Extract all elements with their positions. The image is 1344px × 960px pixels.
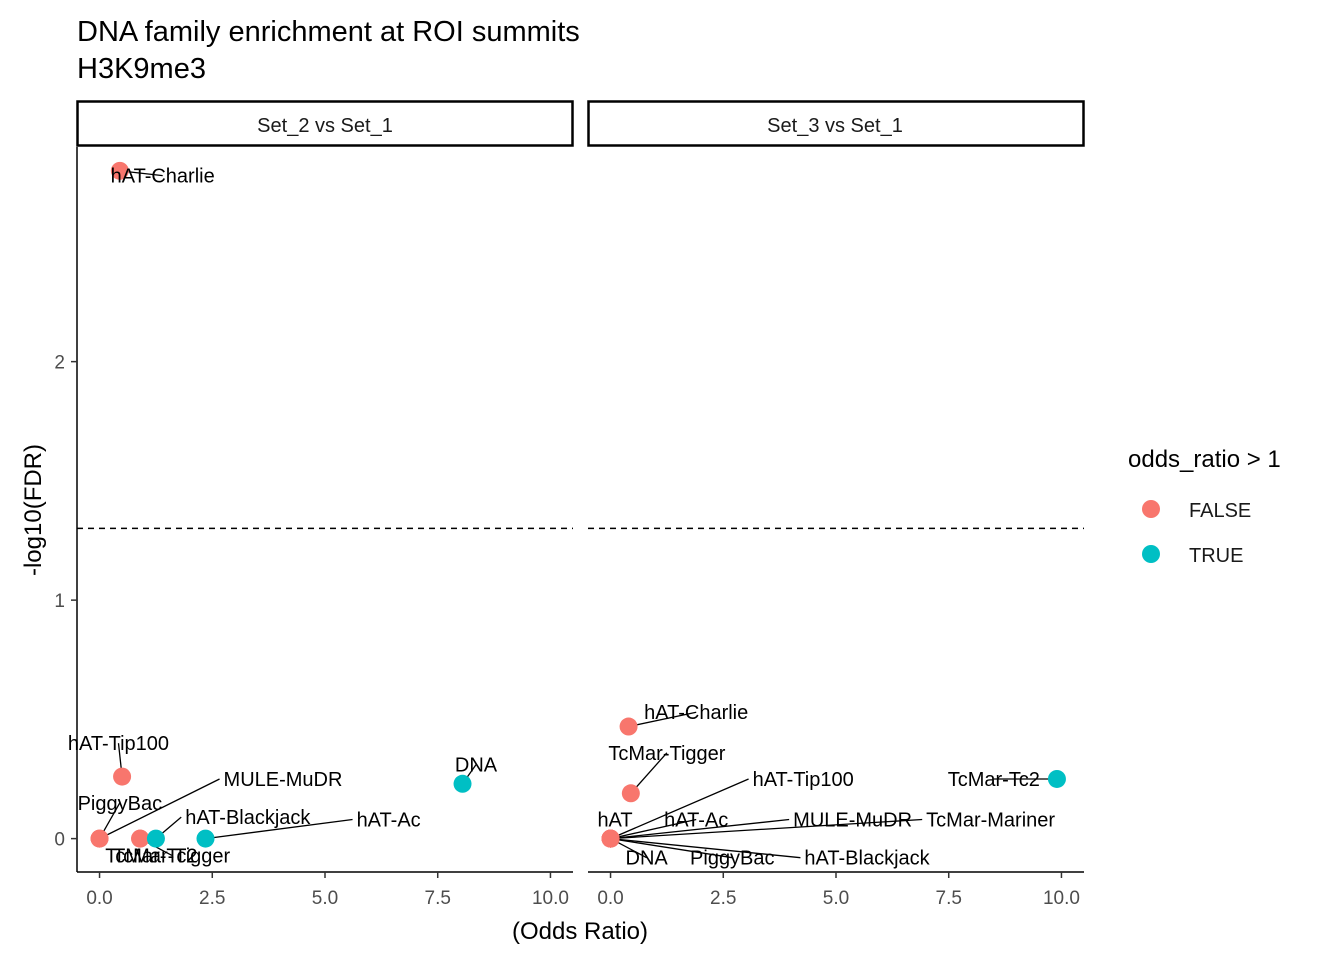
data-point [146, 829, 165, 848]
data-point [90, 829, 109, 848]
chart-subtitle: H3K9me3 [77, 53, 206, 85]
y-tick-label: 1 [54, 591, 65, 612]
point-label: PiggyBac [78, 793, 163, 815]
legend-key-true [1142, 545, 1160, 563]
legend-key-false [1142, 500, 1160, 518]
leader-line [610, 818, 697, 840]
point-label: hAT-Tip100 [68, 733, 169, 755]
leader-line [628, 711, 697, 728]
facet-strip-left [76, 100, 574, 147]
facet-panel-left: Set_2 vs Set_1 0 1 2 0.0 2.5 5.0 7.5 10.0 hAT-Ch… [54, 100, 574, 909]
point-label: TcMar-Mariner [926, 810, 1055, 832]
legend: odds_ratio > 1 FALSE TRUE [1128, 446, 1281, 567]
point-label: DNA [626, 848, 669, 870]
x-axis-title: (Odds Ratio) [512, 918, 648, 945]
x-tick-label: 5.0 [312, 888, 338, 909]
facet-panel-right: Set_3 vs Set_1 0.0 2.5 5.0 7.5 10.0 hAT-Charl… [587, 100, 1085, 909]
point-label: PiggyBac [690, 848, 775, 870]
point-label: DNA [455, 755, 498, 777]
y-tick-label: 0 [54, 830, 65, 851]
data-point [1047, 769, 1066, 788]
leader-line [630, 752, 668, 794]
point-label: MULE-MuDR [224, 769, 343, 791]
x-tick-label: 0.0 [86, 888, 112, 909]
point-label: MULE-MuDR [793, 810, 912, 832]
data-point [131, 829, 150, 848]
y-tick-label: 2 [54, 353, 65, 374]
x-tick-label: 7.5 [425, 888, 451, 909]
leader-line [610, 818, 923, 840]
point-label: TcMar-Tc2 [105, 845, 197, 867]
leader-line [610, 818, 790, 840]
x-tick-label: 10.0 [1043, 888, 1080, 909]
data-point [110, 161, 129, 180]
point-label: hAT-Ac [357, 810, 421, 832]
point-label: hAT-Ac [664, 810, 728, 832]
data-point [453, 774, 472, 793]
x-tick-label: 5.0 [823, 888, 849, 909]
x-tick-label: 10.0 [532, 888, 569, 909]
facet-strip-right [587, 100, 1085, 147]
data-point [196, 829, 215, 848]
point-label: TcMar-Tc2 [948, 769, 1040, 791]
point-label: hAT-Charlie [111, 166, 215, 188]
point-label: hAT-Charlie [644, 702, 748, 724]
data-point [619, 717, 638, 736]
point-label: hAT [597, 810, 632, 832]
facet-strip-label-left: Set_2 vs Set_1 [257, 115, 393, 137]
leader-line [610, 837, 801, 859]
data-point [621, 784, 640, 803]
x-tick-label: 2.5 [710, 888, 736, 909]
leader-line [610, 778, 749, 840]
point-label: hAT-Blackjack [185, 807, 311, 829]
chart-title: DNA family enrichment at ROI summits [77, 16, 580, 48]
x-tick-label: 2.5 [199, 888, 225, 909]
legend-label-false: FALSE [1189, 500, 1251, 522]
point-label: hAT-Blackjack [804, 848, 930, 870]
x-tick-label: 7.5 [936, 888, 962, 909]
legend-label-true: TRUE [1189, 545, 1243, 567]
data-point [601, 829, 620, 848]
leader-line [205, 818, 353, 840]
data-point [113, 767, 132, 786]
y-axis-title: -log10(FDR) [20, 444, 47, 576]
point-label: TcMar-Tigger [608, 743, 725, 765]
leader-line [610, 837, 733, 859]
facet-strip-label-right: Set_3 vs Set_1 [767, 115, 903, 137]
legend-title: odds_ratio > 1 [1128, 446, 1281, 473]
leader-line [99, 778, 220, 840]
point-label: hAT-Tip100 [753, 769, 854, 791]
x-tick-label: 0.0 [597, 888, 623, 909]
point-label: TcMar-Tigger [113, 845, 230, 867]
